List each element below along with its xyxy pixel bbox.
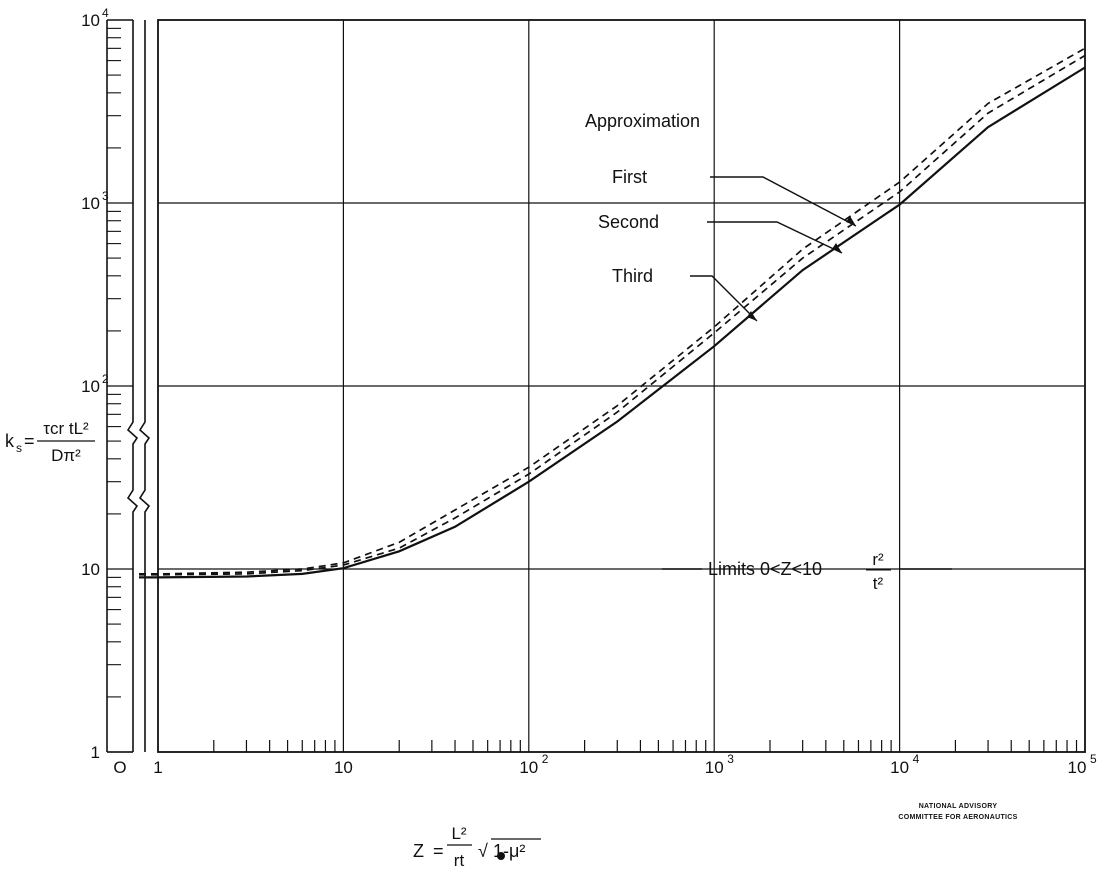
xlabel-radical: √ <box>478 841 488 861</box>
x-tick-label: 10 5 <box>1068 752 1097 777</box>
x-tick-base: 10 <box>705 758 724 777</box>
x-tick-exp: 3 <box>727 752 734 766</box>
series-line-third <box>139 66 1086 579</box>
xlabel-eq: = <box>433 841 444 861</box>
ylabel-sub: s <box>16 441 22 455</box>
legend-label: First <box>612 167 647 187</box>
xlabel-lhs: Z <box>413 841 424 861</box>
x-tick-exp: 5 <box>1090 752 1097 766</box>
legend-entry-third: Third <box>612 266 758 322</box>
x-tick-base: 10 <box>334 758 353 777</box>
legend-label: Third <box>612 266 653 286</box>
y-tick-label: 10 2 <box>81 372 109 396</box>
legend-title: Approximation <box>585 111 700 131</box>
ylabel-denominator: Dπ² <box>51 446 81 465</box>
y-tick-exp: 2 <box>102 372 109 386</box>
x-tick-base: 10 <box>890 758 909 777</box>
y-tick-base: 10 <box>81 560 100 579</box>
y-tick-label: 10 <box>81 560 100 579</box>
ylabel-eq: = <box>24 431 35 451</box>
y-tick-label: 10 4 <box>81 6 109 30</box>
ylabel-lhs: k <box>5 431 15 451</box>
x-tick-label: O <box>113 758 126 777</box>
x-tick-base: 1 <box>153 758 162 777</box>
limits-text: Limits 0<Z<10 <box>708 559 822 579</box>
x-tick-label: 10 <box>334 758 353 777</box>
y-tick-label: 10 3 <box>81 189 109 213</box>
xlabel-numerator: L² <box>451 824 466 843</box>
x-tick-base: O <box>113 758 126 777</box>
leader-line <box>707 221 843 254</box>
leader-arrowhead <box>832 243 842 253</box>
y-tick-base: 1 <box>91 743 100 762</box>
y-tick-base: 10 <box>81 11 100 30</box>
limits-frac-num: r² <box>872 550 884 569</box>
ylabel-numerator: τcr tL² <box>43 419 89 438</box>
x-tick-base: 10 <box>519 758 538 777</box>
leader-arrowhead <box>846 216 856 226</box>
y-tick-exp: 4 <box>102 6 109 20</box>
credit-line-2: COMMITTEE FOR AERONAUTICS <box>898 814 1017 821</box>
x-tick-label: 10 4 <box>890 752 919 777</box>
x-tick-label: 10 3 <box>705 752 734 777</box>
minor-ticks <box>107 27 1078 753</box>
limits-annotation: Limits 0<Z<10 r² t² <box>662 550 952 593</box>
ink-dot <box>497 852 505 860</box>
credit-line-1: NATIONAL ADVISORY <box>919 803 998 810</box>
series-lines <box>139 47 1086 579</box>
x-tick-exp: 2 <box>542 752 549 766</box>
axis-break-marks <box>138 20 151 752</box>
xlabel-denominator: rt <box>454 851 465 870</box>
y-axis-label: k s = τcr tL² Dπ² <box>5 419 95 465</box>
x-tick-base: 10 <box>1068 758 1087 777</box>
x-tick-exp: 4 <box>913 752 920 766</box>
naca-credit: NATIONAL ADVISORY COMMITTEE FOR AERONAUTI… <box>898 803 1017 821</box>
x-tick-label: 1 <box>153 758 162 777</box>
leader-line <box>690 275 758 322</box>
leader-line <box>710 176 857 227</box>
legend-label: Second <box>598 212 659 232</box>
legend-entry-first: First <box>612 167 857 227</box>
leader-arrowhead <box>747 311 757 321</box>
x-tick-label: 10 2 <box>519 752 548 777</box>
limits-frac-den: t² <box>873 574 884 593</box>
y-tick-base: 10 <box>81 194 100 213</box>
y-tick-base: 10 <box>81 377 100 396</box>
legend: Approximation First Second Third <box>585 111 857 322</box>
y-tick-label: 1 <box>91 743 100 762</box>
y-tick-exp: 3 <box>102 189 109 203</box>
series-line-second <box>139 54 1086 576</box>
strip-right-edge-break <box>126 20 139 752</box>
legend-entry-second: Second <box>598 212 843 254</box>
